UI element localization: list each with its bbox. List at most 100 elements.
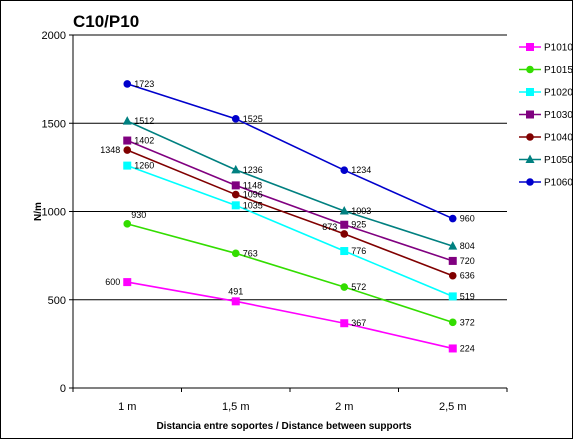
data-point <box>231 115 240 123</box>
data-label: 1096 <box>243 190 263 200</box>
series-p1015 <box>123 220 457 327</box>
data-point <box>123 146 132 154</box>
legend-marker <box>526 88 534 96</box>
legend-label: P1040 <box>544 133 572 144</box>
data-label: 763 <box>243 248 258 258</box>
series-line <box>127 223 453 324</box>
series-p1060 <box>123 80 457 223</box>
data-point <box>448 292 457 301</box>
data-point <box>122 116 132 125</box>
data-point <box>231 249 240 258</box>
data-point <box>231 164 241 174</box>
legend-marker <box>526 65 534 74</box>
data-label: 636 <box>460 271 475 281</box>
legend-item-p1030: P1030 <box>519 110 572 121</box>
data-label: 720 <box>460 256 475 266</box>
x-axis-title: Distancia entre soportes / Distance betw… <box>156 421 412 432</box>
data-label: 925 <box>351 220 366 230</box>
data-label: 1236 <box>243 165 263 175</box>
data-label: 930 <box>131 210 146 220</box>
data-point <box>123 80 132 88</box>
x-tick-label: 2,5 m <box>439 401 467 413</box>
y-tick-label: 1500 <box>42 118 66 130</box>
y-tick-label: 0 <box>60 383 66 395</box>
series-layer <box>122 80 458 353</box>
series-p1020 <box>123 161 457 301</box>
data-label: 572 <box>351 282 366 292</box>
x-tick-label: 1 m <box>118 401 136 413</box>
data-label: 224 <box>460 343 475 353</box>
data-label: 1512 <box>134 116 154 126</box>
legend-label: P1020 <box>544 88 572 99</box>
data-point <box>340 220 349 229</box>
data-label: 1723 <box>134 79 154 89</box>
series-p1040 <box>123 146 457 280</box>
series-line <box>126 164 454 298</box>
data-label: 1260 <box>134 161 154 171</box>
data-label: 372 <box>460 317 475 327</box>
legend-label: P1030 <box>544 110 572 121</box>
series-line <box>127 83 454 220</box>
data-label: 1035 <box>243 200 263 210</box>
legend-marker <box>526 133 534 141</box>
legend-label: P1060 <box>544 178 572 189</box>
data-label: 491 <box>228 286 243 296</box>
legend-marker <box>525 154 535 163</box>
legend-marker <box>526 43 534 51</box>
data-point <box>340 283 349 291</box>
data-label: 804 <box>460 241 475 251</box>
data-point <box>231 181 240 190</box>
data-point <box>448 344 457 353</box>
legend: P1010 P1015 P1020 P1030 P1040 P1050 P1060 <box>519 43 572 189</box>
y-tick-label: 1000 <box>42 207 66 219</box>
legend-marker <box>526 178 534 186</box>
data-point <box>340 247 349 256</box>
data-point <box>448 271 457 280</box>
data-point <box>448 256 457 265</box>
data-point <box>340 230 349 238</box>
legend-item-p1015: P1015 <box>519 65 572 76</box>
legend-label: P1010 <box>544 43 572 54</box>
data-point <box>340 319 349 328</box>
series-p1010 <box>123 278 457 353</box>
series-p1050 <box>122 116 458 250</box>
data-point <box>123 136 132 145</box>
data-point <box>123 161 132 170</box>
legend-item-p1050: P1050 <box>519 154 572 166</box>
data-point <box>231 297 240 306</box>
data-label: 776 <box>351 246 366 256</box>
data-point <box>123 278 132 287</box>
data-label: 367 <box>351 318 366 328</box>
data-label: 1525 <box>243 114 263 124</box>
data-point <box>340 166 349 174</box>
y-axis-title: N/m <box>33 202 44 221</box>
legend-item-p1010: P1010 <box>519 43 572 54</box>
legend-item-p1040: P1040 <box>519 133 572 144</box>
data-label: 519 <box>460 291 475 301</box>
data-label: 1402 <box>134 136 154 146</box>
data-label: 600 <box>105 277 120 287</box>
data-point <box>123 220 132 228</box>
series-p1030 <box>123 136 457 265</box>
data-label: 1148 <box>243 180 262 190</box>
data-label: 873 <box>322 222 337 232</box>
axes: 0 500 1000 1500 2000 1 m 1,5 m 2 m 2,5 m <box>42 30 508 413</box>
data-labels: 600 491 367 224 930 763 572 372 1260 1035 776 519 14… <box>100 79 475 354</box>
data-point <box>448 241 458 250</box>
legend-item-p1060: P1060 <box>519 178 572 189</box>
series-line <box>126 139 454 262</box>
x-tick-label: 1,5 m <box>222 401 250 413</box>
grid-lines <box>73 34 507 301</box>
legend-marker <box>526 110 534 119</box>
chart-title: C10/P10 <box>73 12 139 31</box>
data-point <box>448 318 457 327</box>
data-point <box>339 205 349 215</box>
legend-item-p1020: P1020 <box>519 88 572 99</box>
data-label: 1234 <box>351 165 371 175</box>
series-line <box>126 120 453 247</box>
data-label: 960 <box>460 214 475 224</box>
legend-label: P1050 <box>544 155 572 166</box>
data-point <box>231 190 240 199</box>
